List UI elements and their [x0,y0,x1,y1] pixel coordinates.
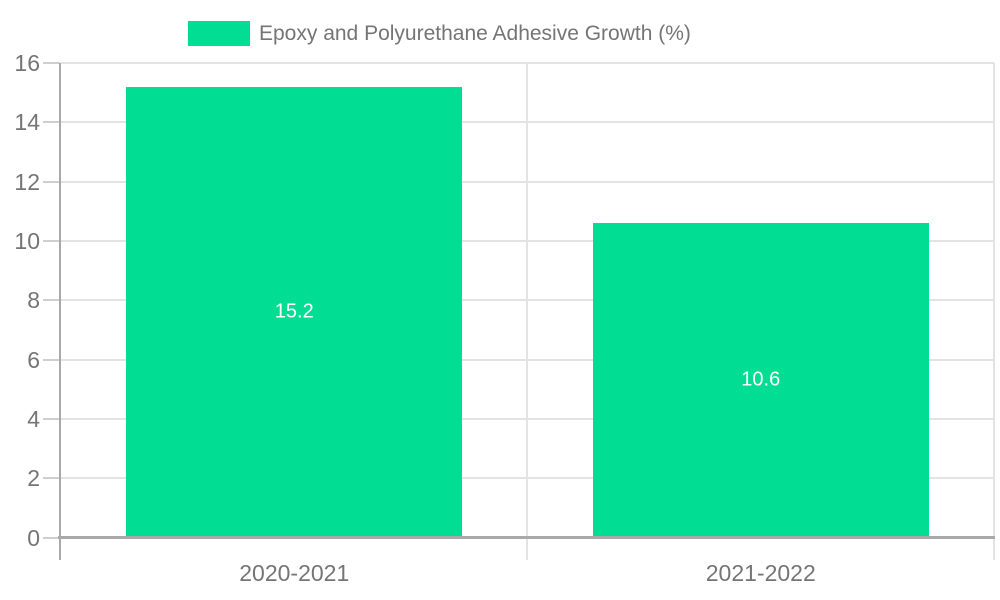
bar[interactable]: 15.2 [126,86,463,538]
x-category-label: 2020-2021 [239,560,350,586]
y-tick-mark [43,62,60,64]
y-tick-label: 0 [27,524,40,551]
bar-value-label: 10.6 [741,368,781,391]
y-tick-mark [43,180,60,183]
y-tick-label: 10 [14,227,40,254]
legend[interactable]: Epoxy and Polyurethane Adhesive Growth (… [188,21,691,46]
y-tick-mark [43,536,60,539]
y-tick-label: 14 [14,109,40,136]
y-tick-label: 12 [14,168,40,195]
x-category-label: 2021-2022 [705,560,816,586]
bar[interactable]: 10.6 [592,223,929,538]
legend-label: Epoxy and Polyurethane Adhesive Growth (… [259,21,691,45]
y-tick-label: 4 [27,405,40,432]
y-tick-mark [43,121,60,124]
plot-right-border [992,63,995,560]
y-axis-line [59,63,61,560]
y-tick-label: 8 [27,287,40,314]
y-tick-mark [43,477,60,480]
y-tick-mark [43,299,60,302]
y-tick-label: 6 [27,346,40,373]
y-tick-mark [43,239,60,242]
y-tick-mark [43,358,60,361]
y-tick-label: 2 [27,465,40,492]
y-tick-label: 16 [14,50,40,76]
category-boundary-line [526,63,528,560]
bar-value-label: 15.2 [274,300,314,323]
legend-swatch [188,21,250,46]
x-axis-line [58,536,995,539]
y-tick-mark [43,417,60,420]
